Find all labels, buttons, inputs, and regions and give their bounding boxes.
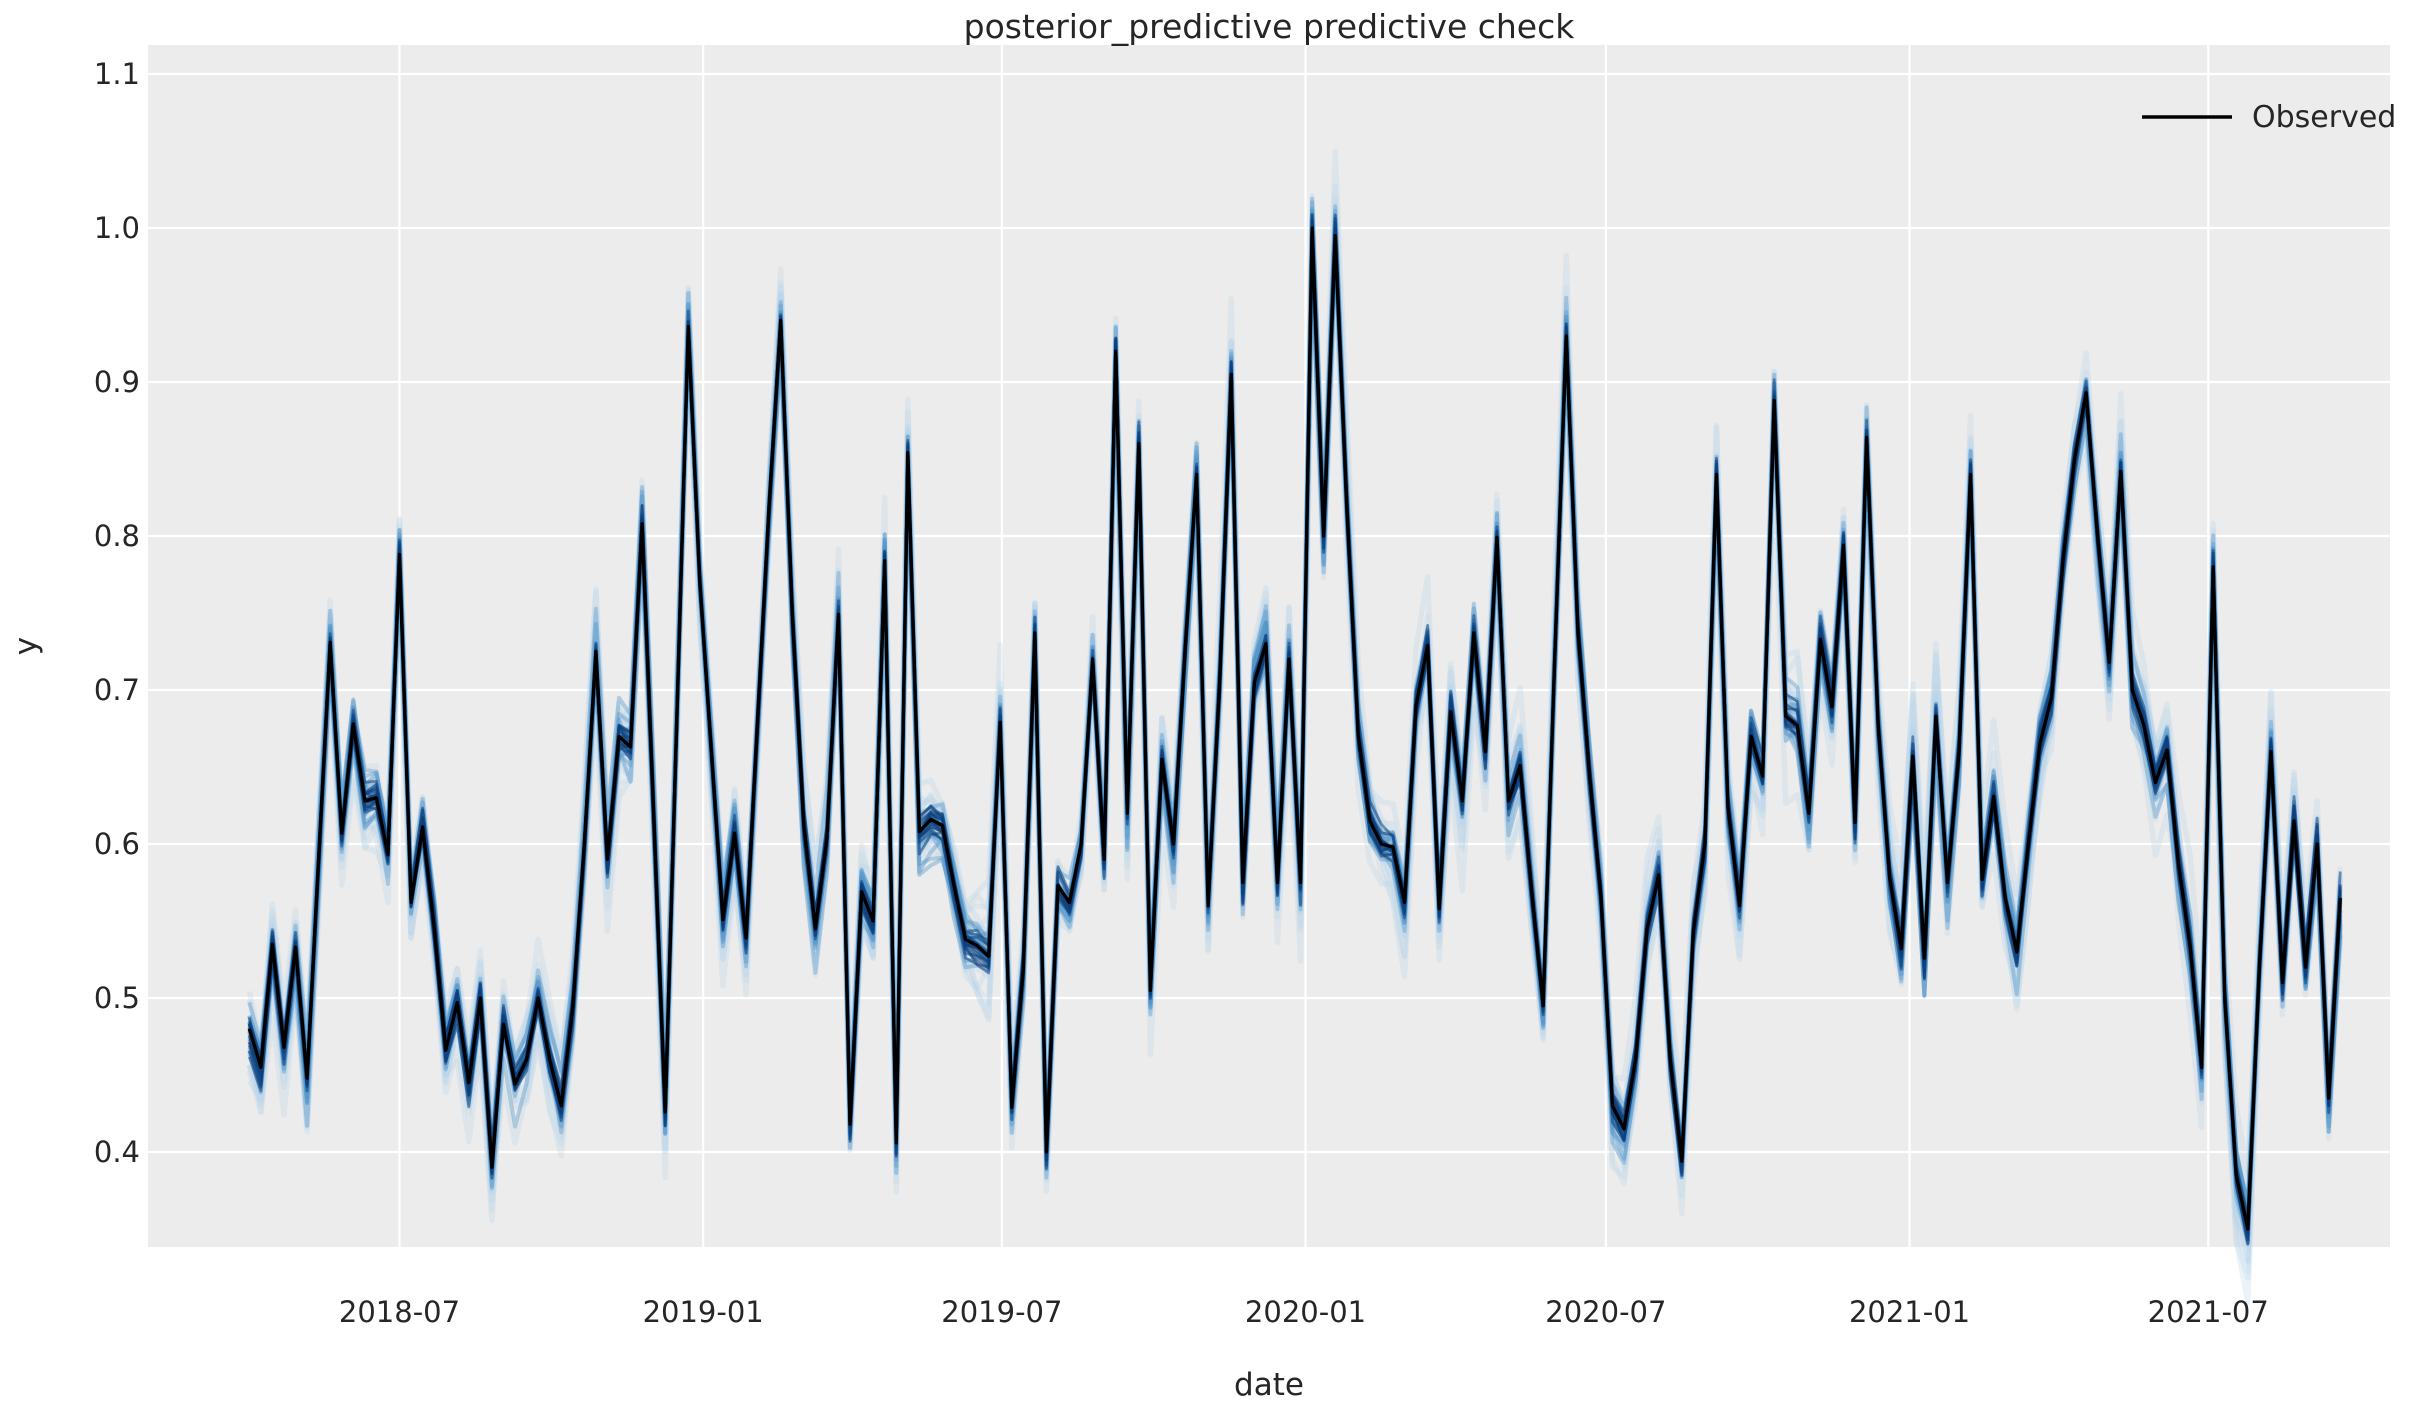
y-tick-label: 0.4 <box>94 1135 140 1169</box>
y-tick-label: 1.0 <box>94 211 140 245</box>
plot-area <box>148 45 2390 1247</box>
y-tick-label: 0.9 <box>94 365 140 399</box>
y-tick-label: 0.5 <box>94 981 140 1015</box>
observed-line <box>247 226 2342 1231</box>
x-tick-label: 2019-01 <box>643 1295 764 1329</box>
y-tick-label: 1.1 <box>94 57 140 91</box>
x-tick-label: 2018-07 <box>339 1295 460 1329</box>
y-tick-label: 0.7 <box>94 673 140 707</box>
x-tick-label: 2021-01 <box>1849 1295 1970 1329</box>
legend-label: Observed <box>2252 100 2396 135</box>
x-tick-label: 2020-01 <box>1245 1295 1366 1329</box>
y-tick-label: 0.8 <box>94 519 140 553</box>
y-axis-label: y <box>8 637 44 655</box>
y-tick-label: 0.6 <box>94 827 140 861</box>
chart-title: posterior_predictive predictive check <box>964 7 1576 46</box>
x-tick-label: 2020-07 <box>1545 1295 1666 1329</box>
x-axis-label: date <box>1234 1367 1304 1403</box>
x-tick-label: 2021-07 <box>2148 1295 2269 1329</box>
x-tick-label: 2019-07 <box>941 1295 1062 1329</box>
